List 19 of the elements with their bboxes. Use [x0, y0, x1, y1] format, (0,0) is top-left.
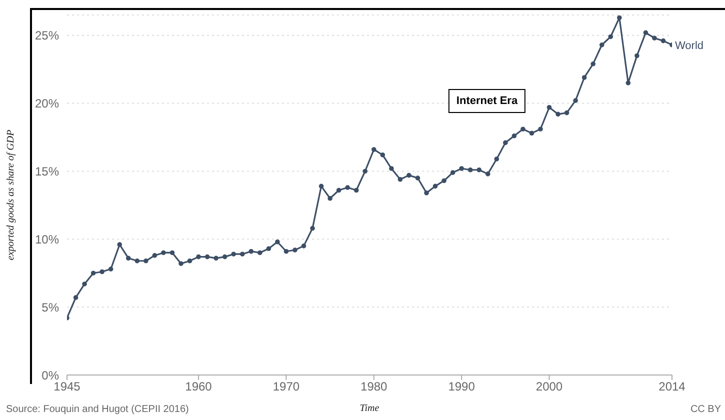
y-tick-label: 20%	[34, 96, 60, 111]
y-tick-label: 5%	[42, 300, 60, 314]
y-tick-label: 10%	[34, 232, 60, 246]
x-tick-label: 2014	[658, 380, 686, 394]
x-axis-title: Time	[360, 403, 380, 414]
annotation: Internet Era	[448, 89, 526, 113]
x-tick-label: 1960	[185, 380, 212, 394]
x-tick-label: 1970	[272, 380, 300, 394]
x-tick-label: 2000	[536, 380, 563, 394]
x-tick-label: 1945	[54, 380, 81, 394]
y-tick-label: 15%	[34, 164, 60, 178]
y-tick-label: 25%	[34, 28, 60, 43]
text: CC BY	[690, 404, 721, 415]
source-note: Source: Fouquin and Hugot (CEPII 2016)	[6, 404, 189, 415]
y-tick-label: 0%	[42, 368, 60, 382]
y-axis-title: exported goods as share of GDP	[6, 130, 17, 260]
x-tick-label: 1990	[448, 380, 476, 394]
series-label: World	[675, 40, 704, 52]
x-tick-label: 1980	[360, 380, 388, 394]
